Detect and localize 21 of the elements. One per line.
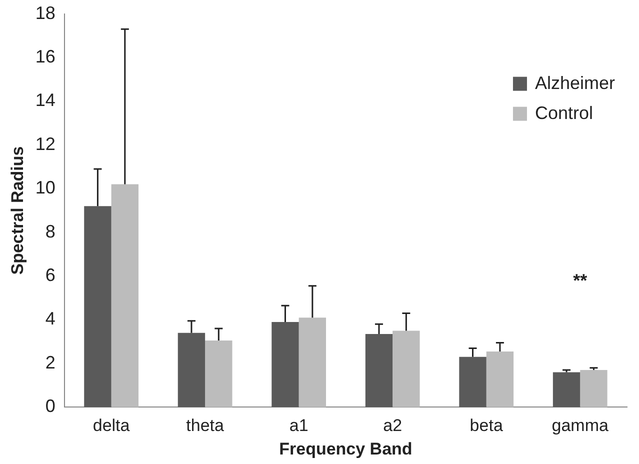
- x-tick-label: a1: [289, 416, 308, 436]
- y-tick-label: 14: [35, 90, 56, 110]
- y-tick-label: 4: [45, 308, 56, 329]
- x-tick-label: theta: [186, 416, 225, 436]
- y-tick-label: 2: [45, 352, 56, 372]
- y-axis-title: Spectral Radius: [8, 146, 27, 275]
- x-tick-label: beta: [470, 416, 504, 436]
- y-tick-label: 6: [45, 265, 56, 286]
- y-tick-label: 12: [35, 134, 56, 154]
- y-tick-label: 10: [35, 178, 56, 198]
- legend-label: Control: [534, 102, 594, 123]
- x-tick-label: delta: [92, 416, 130, 436]
- x-tick-label: gamma: [552, 416, 610, 436]
- x-axis-title: Frequency Band: [279, 439, 412, 458]
- annotation: **: [573, 270, 588, 290]
- x-tick-label: a2: [383, 416, 402, 436]
- legend-label: Alzheimer: [534, 72, 616, 93]
- y-tick-label: 8: [45, 221, 56, 242]
- y-tick-label: 18: [35, 2, 56, 23]
- y-tick-label: 16: [35, 46, 56, 66]
- y-tick-label: 0: [45, 396, 56, 416]
